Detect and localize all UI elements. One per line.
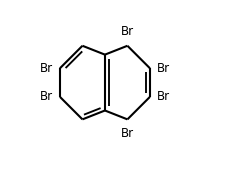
Text: Br: Br	[40, 62, 53, 75]
Text: Br: Br	[121, 25, 134, 38]
Text: Br: Br	[40, 90, 53, 103]
Text: Br: Br	[157, 62, 170, 75]
Text: Br: Br	[121, 127, 134, 140]
Text: Br: Br	[157, 90, 170, 103]
